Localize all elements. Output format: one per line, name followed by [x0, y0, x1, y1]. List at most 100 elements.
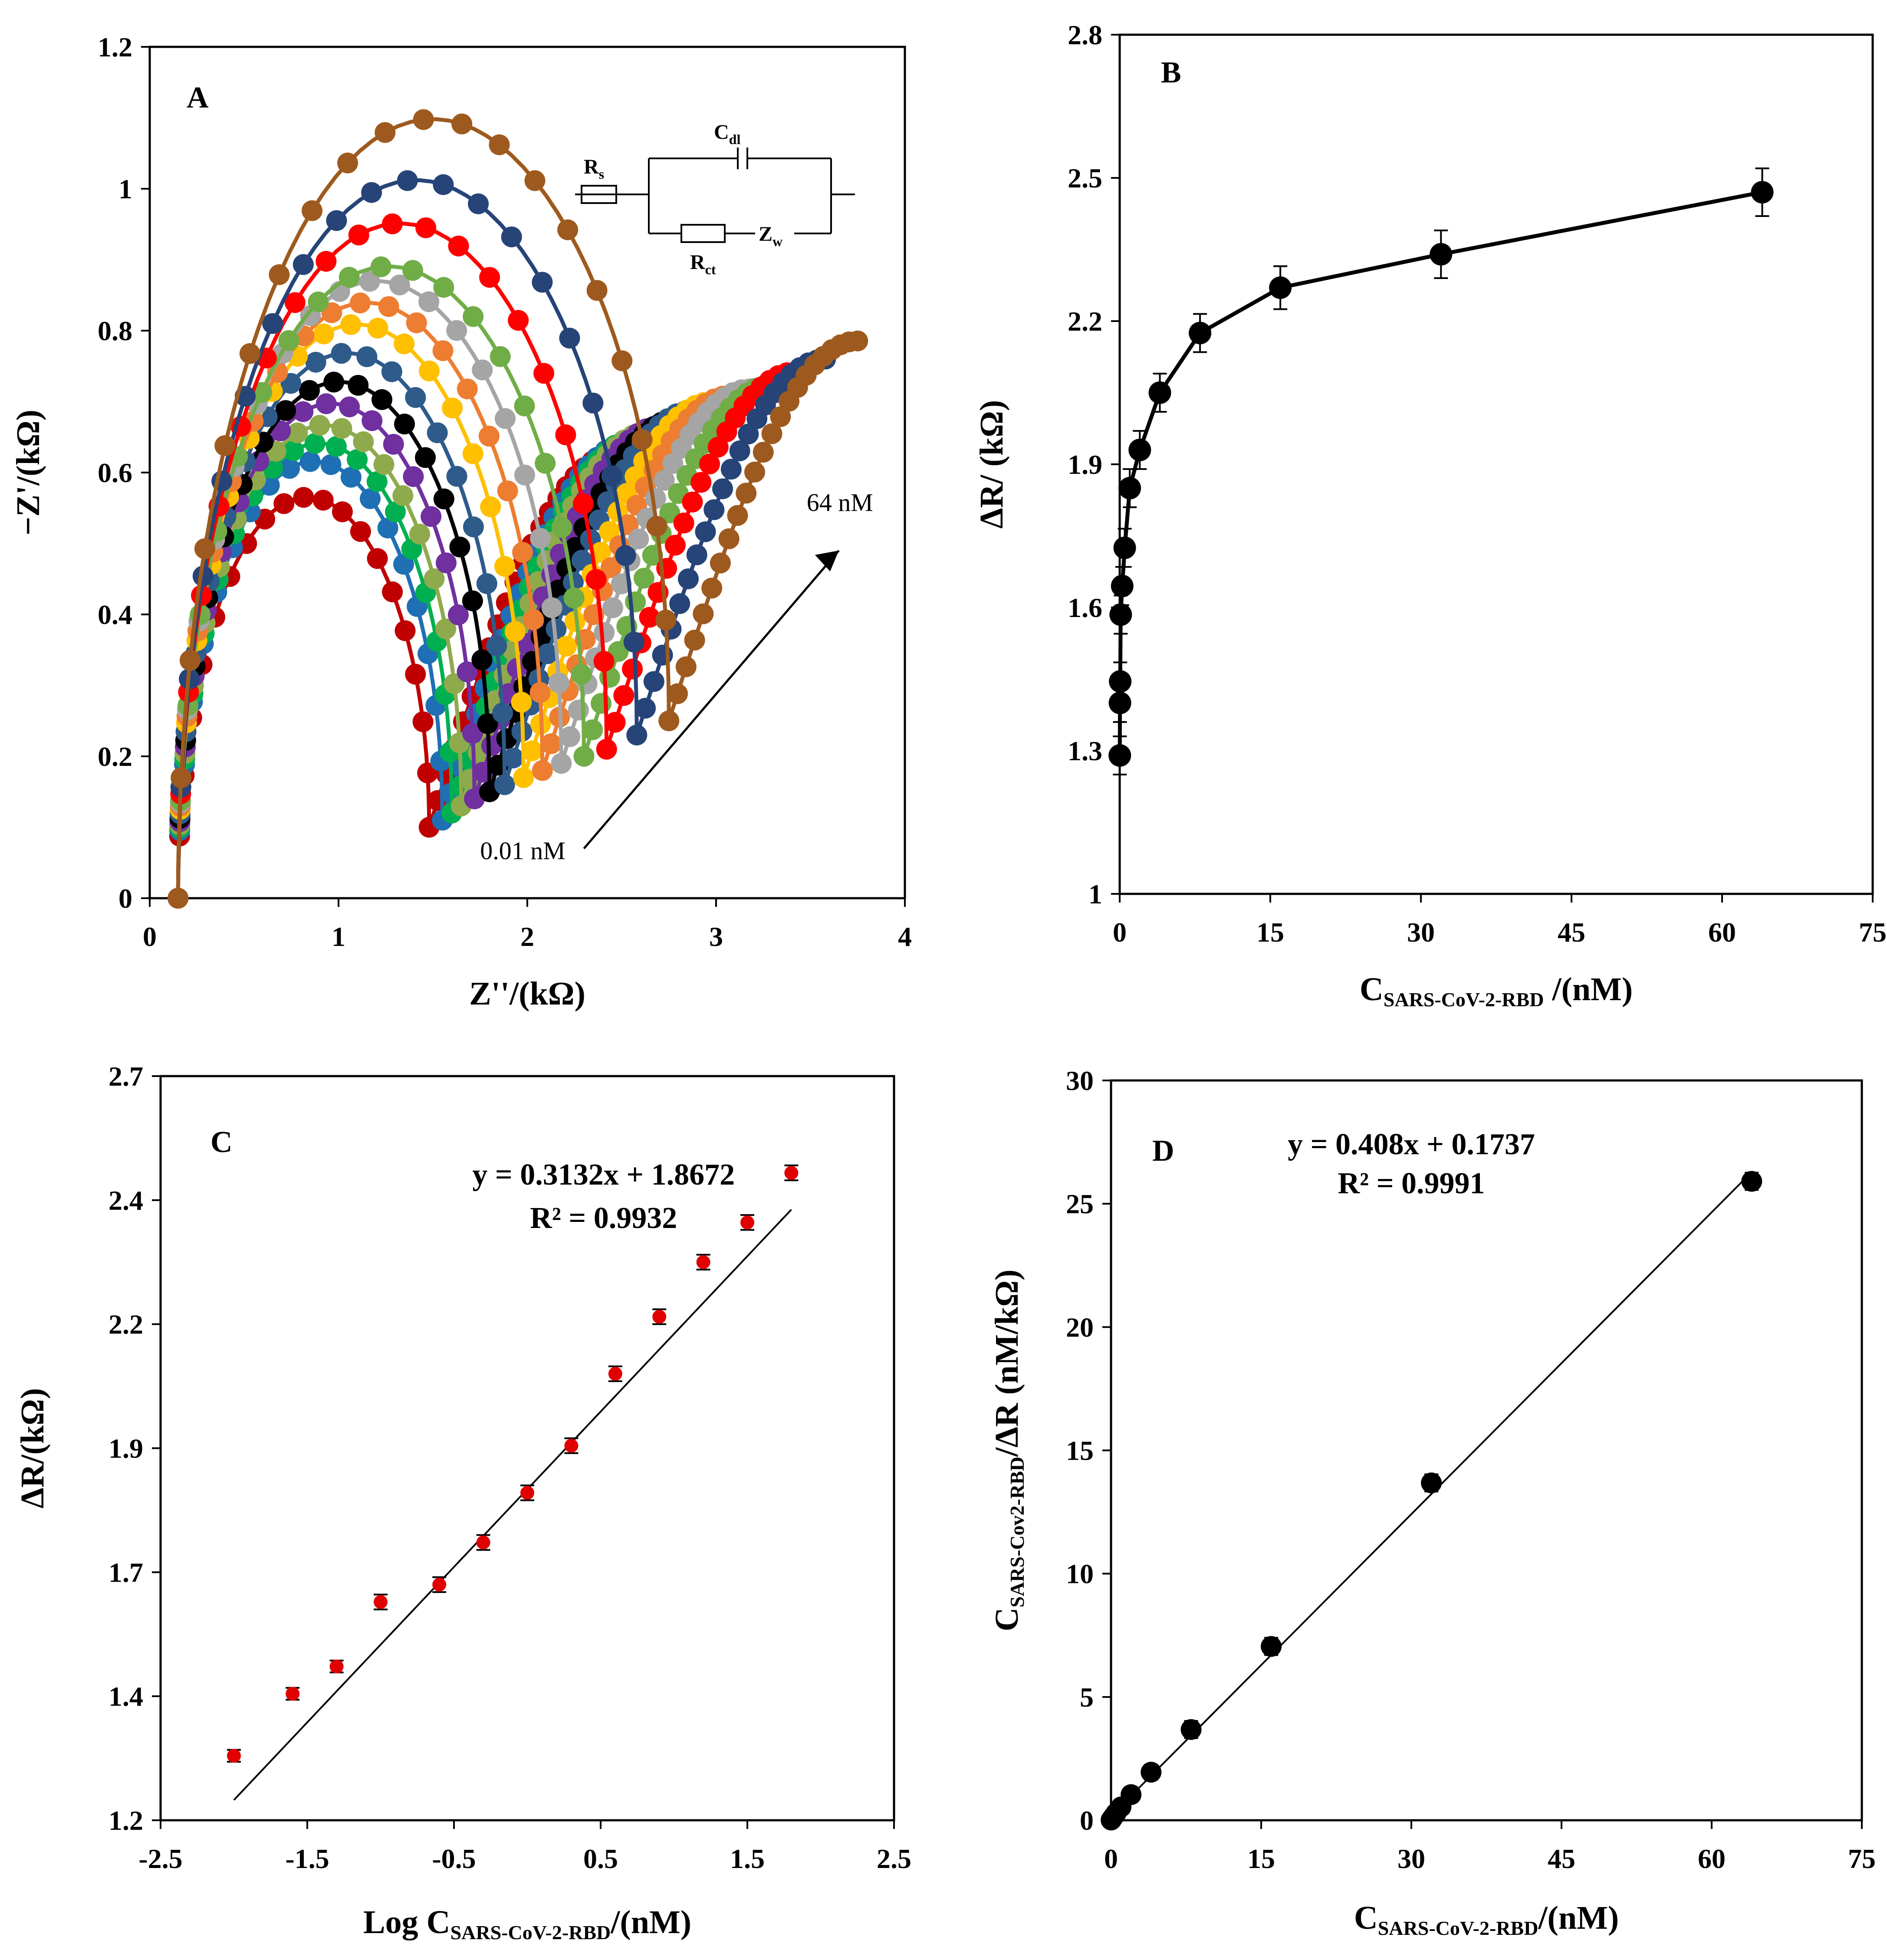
nyquist-data-point: [326, 210, 347, 231]
nyquist-data-point: [382, 581, 403, 603]
nyquist-data-point: [194, 538, 215, 559]
nyquist-data-point: [736, 483, 757, 504]
x-axis-label: CSARS-CoV-2-RBD /(nM): [1360, 971, 1633, 1011]
nyquist-data-point: [701, 578, 723, 599]
nyquist-data-point: [615, 545, 636, 566]
nyquist-data-point: [591, 693, 612, 714]
data-point: [374, 1595, 388, 1609]
nyquist-data-point: [359, 488, 381, 509]
nyquist-data-point: [551, 517, 572, 538]
nyquist-data-point: [283, 440, 304, 461]
x-tick-label: 2.5: [877, 1843, 911, 1874]
panel-letter: A: [187, 81, 209, 115]
data-point: [1141, 1762, 1162, 1783]
nyquist-data-point: [278, 330, 299, 351]
nyquist-data-point: [348, 224, 369, 246]
x-tick-label: 15: [1247, 1843, 1275, 1874]
nyquist-data-point: [501, 226, 522, 247]
nyquist-data-point: [405, 387, 426, 408]
nyquist-data-point: [596, 739, 617, 760]
x-tick-label: 30: [1407, 917, 1435, 948]
nyquist-data-point: [753, 442, 774, 463]
nyquist-data-point: [421, 506, 442, 527]
data-point: [608, 1367, 622, 1381]
nyquist-data-point: [412, 711, 434, 732]
nyquist-data-point: [529, 682, 551, 703]
circuit-label-zw: Zw: [759, 223, 782, 249]
data-point: [784, 1165, 799, 1180]
circuit-label-rs: Rs: [584, 155, 604, 182]
nyquist-data-point: [548, 672, 569, 693]
data-point: [1109, 670, 1132, 693]
nyquist-data-point: [675, 656, 697, 677]
nyquist-data-point: [337, 152, 358, 174]
nyquist-data-point: [375, 122, 396, 143]
nyquist-data-point: [331, 418, 352, 439]
nyquist-data-point: [316, 251, 337, 272]
nyquist-data-point: [695, 521, 716, 542]
nyquist-data-point: [513, 767, 534, 788]
nyquist-data-point: [555, 424, 576, 446]
nyquist-data-point: [179, 650, 201, 671]
nyquist-data-point: [361, 182, 382, 203]
y-tick-label: 2.8: [1068, 20, 1102, 50]
nyquist-data-point: [370, 256, 391, 277]
data-point: [432, 1577, 447, 1592]
nyquist-data-point: [494, 774, 515, 795]
nyquist-data-point: [392, 485, 414, 506]
nyquist-data-point: [667, 683, 688, 704]
y-axis-label: −Z'/(kΩ): [10, 410, 46, 535]
nyquist-data-point: [602, 597, 623, 618]
x-tick-label: 0.5: [583, 1843, 618, 1874]
x-tick-label: 45: [1558, 917, 1585, 948]
nyquist-data-point: [347, 449, 368, 470]
nyquist-data-point: [847, 330, 868, 351]
y-tick-label: 2.2: [1068, 306, 1102, 337]
nyquist-data-point: [628, 529, 649, 550]
nyquist-data-point: [448, 235, 469, 256]
y-axis-label: ΔR/(kΩ): [14, 1388, 51, 1508]
nyquist-data-point: [593, 651, 615, 672]
nyquist-data-point: [718, 528, 740, 549]
nyquist-data-point: [446, 466, 467, 487]
x-tick-label: 75: [1848, 1843, 1876, 1874]
nyquist-data-point: [522, 740, 543, 762]
x-tick-label: 1.5: [730, 1843, 765, 1874]
nyquist-data-point: [462, 722, 483, 744]
nyquist-data-point: [293, 487, 314, 508]
nyquist-data-point: [480, 496, 501, 518]
x-tick-label: 1: [332, 921, 345, 952]
nyquist-data-point: [348, 374, 369, 396]
nyquist-data-point: [378, 296, 399, 317]
nyquist-data-point: [524, 170, 546, 191]
y-tick-label: 1.9: [108, 1433, 143, 1464]
nyquist-data-point: [394, 414, 415, 435]
nyquist-data-point: [433, 488, 454, 509]
nyquist-data-point: [573, 746, 595, 767]
nyquist-data-point: [406, 312, 427, 333]
panel-letter: D: [1152, 1134, 1174, 1168]
nyquist-data-point: [727, 505, 748, 526]
nyquist-data-point: [476, 573, 497, 594]
nyquist-data-point: [673, 512, 694, 534]
nyquist-data-point: [490, 346, 511, 367]
panel-c: -2.5 -1.5 -0.5 0.5 1.5 2.5 1.2 1.4 1.7 1.9 2.2 2.4 2…: [14, 1061, 911, 1944]
nyquist-data-point: [214, 435, 236, 456]
nyquist-data-point: [622, 658, 643, 680]
nyquist-data-point: [418, 291, 440, 312]
nyquist-data-point: [770, 406, 791, 427]
y-tick-label: 1.9: [1068, 449, 1102, 480]
nyquist-data-point: [275, 400, 296, 421]
data-point: [1108, 692, 1131, 714]
nyquist-data-point: [462, 443, 483, 464]
nyquist-data-point: [585, 569, 607, 590]
data-point: [286, 1687, 300, 1701]
data-point: [1751, 181, 1774, 204]
annotation-high-concentration: 64 nM: [807, 489, 873, 517]
nyquist-data-point: [377, 517, 398, 538]
data-point: [1108, 744, 1131, 767]
data-point: [740, 1215, 754, 1230]
nyquist-data-point: [571, 664, 592, 685]
nyquist-data-point: [304, 433, 325, 454]
x-tick-label: -0.5: [432, 1843, 476, 1874]
